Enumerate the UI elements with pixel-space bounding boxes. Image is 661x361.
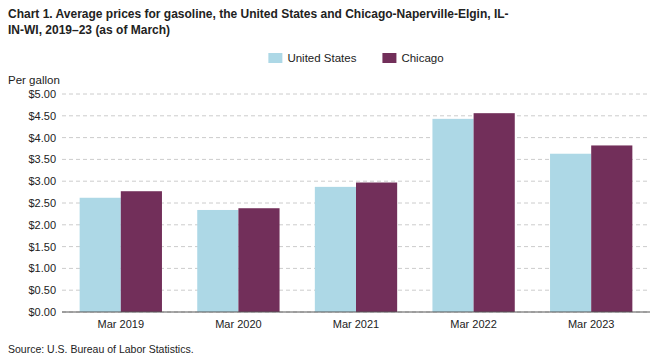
y-tick-label: $0.00 [28,306,56,318]
bar [197,210,238,312]
bar [121,191,162,312]
legend-item: United States [268,52,356,64]
y-tick-label: $2.00 [28,219,56,231]
x-axis-line [62,312,650,313]
y-tick-label: $4.50 [28,110,56,122]
grid-line [62,312,650,313]
bar [315,187,356,312]
y-axis: $0.00 $0.50 $1.00 $1.50 $2.00 $2.50 $3.00 $3.50… [28,88,56,318]
grid [62,94,650,312]
chart-container: Chart 1. Average prices for gasoline, th… [0,0,661,361]
bars [80,113,633,312]
y-tick-label: $3.50 [28,153,56,165]
bar [474,113,515,312]
y-tick-label: $5.00 [28,88,56,100]
x-axis: Mar 2019 Mar 2020 Mar 2021 Mar 2022 Mar 2023 [62,312,650,330]
x-tick-label: Mar 2020 [215,318,261,330]
bar [591,145,632,312]
bar [238,208,279,312]
y-tick-label: $4.00 [28,132,56,144]
x-tick-label: Mar 2021 [333,318,379,330]
legend-label: United States [287,52,356,64]
grid-line [62,137,650,138]
title: Chart 1. Average prices for gasoline, th… [8,7,509,37]
grid-line [62,94,650,95]
bar [432,119,473,312]
bar [550,154,591,312]
legend-item: Chicago [382,52,443,64]
legend-label: Chicago [401,52,443,64]
y-tick-label: $2.50 [28,197,56,209]
x-tick-label: Mar 2019 [98,318,144,330]
legend-swatch [382,53,396,63]
legend: United States Chicago [268,52,443,64]
bar [356,183,397,312]
y-tick-label: $1.50 [28,241,56,253]
chart: Chart 1. Average prices for gasoline, th… [0,0,661,361]
source-note: Source: U.S. Bureau of Labor Statistics. [8,343,194,355]
x-tick-label: Mar 2022 [450,318,496,330]
y-tick-label: $1.00 [28,262,56,274]
x-tick-label: Mar 2023 [568,318,614,330]
y-axis-label: Per gallon [8,74,60,86]
grid-line [62,115,650,116]
y-tick-label: $0.50 [28,284,56,296]
bar [80,198,121,312]
legend-swatch [268,53,282,63]
y-tick-label: $3.00 [28,175,56,187]
